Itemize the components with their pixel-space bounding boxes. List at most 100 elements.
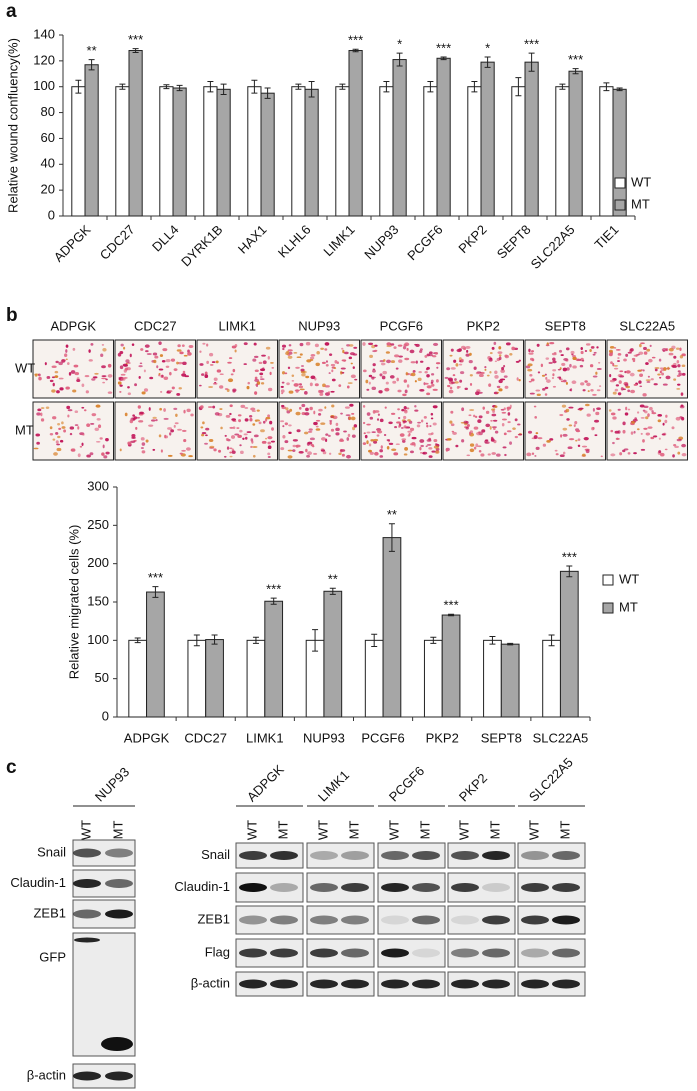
cell (575, 358, 581, 362)
x-tick-label: HAX1 (235, 222, 270, 257)
cell (680, 392, 684, 396)
bar (555, 86, 570, 217)
cell (630, 348, 634, 352)
cell (265, 346, 271, 350)
cell (464, 387, 468, 391)
blot-band (482, 915, 510, 925)
cell (120, 373, 126, 376)
blot-band (341, 948, 369, 958)
cell (349, 352, 355, 356)
cell (659, 367, 664, 370)
cell (102, 444, 105, 449)
cell (528, 380, 532, 383)
cell (552, 385, 557, 388)
cell (52, 438, 56, 441)
cell (485, 410, 490, 415)
cell (362, 405, 366, 408)
cell (372, 369, 376, 373)
cell (103, 455, 108, 459)
cell (401, 408, 405, 412)
cell (469, 352, 472, 356)
blot-band (105, 848, 133, 858)
cell (484, 366, 487, 369)
cell (372, 363, 376, 367)
cell (101, 375, 107, 377)
cell (573, 424, 576, 428)
cell (419, 446, 422, 451)
cell (639, 343, 642, 348)
cell (431, 432, 434, 435)
cell (54, 370, 59, 374)
cell (627, 452, 631, 455)
cell (285, 407, 289, 411)
cell (503, 432, 507, 436)
cell (181, 429, 187, 432)
cell (341, 453, 345, 457)
cell (330, 363, 336, 367)
cell (492, 410, 495, 413)
bar (146, 591, 165, 718)
cell (473, 414, 476, 418)
cell (299, 388, 305, 391)
cell (675, 416, 681, 421)
cell (321, 437, 326, 441)
cell (330, 415, 334, 418)
cell (280, 385, 284, 388)
x-tick-label: NUP93 (303, 730, 345, 745)
cell (304, 390, 308, 395)
cell (174, 422, 179, 425)
bar (599, 86, 614, 217)
cell (102, 348, 107, 352)
cell (473, 366, 477, 370)
image-column-label: PKP2 (467, 318, 500, 333)
cell (449, 354, 453, 357)
cell (624, 383, 629, 387)
blot-group-label: SLC22A5 (526, 755, 576, 805)
cell (402, 420, 407, 423)
cell (469, 443, 475, 447)
significance: *** (443, 598, 458, 613)
cell (371, 431, 376, 434)
cell (505, 342, 511, 346)
cell (460, 358, 464, 363)
cell (557, 368, 561, 371)
cell (287, 366, 291, 370)
cell (537, 371, 541, 374)
bar (246, 639, 266, 718)
blot-band (341, 979, 369, 989)
bar (559, 570, 579, 718)
cell (271, 427, 274, 431)
cell (56, 443, 60, 446)
cell (335, 427, 340, 432)
cell (527, 430, 533, 434)
cell (286, 410, 291, 414)
cell (298, 385, 304, 389)
panel-label: c (6, 757, 17, 778)
cell (49, 426, 53, 430)
blot-band (74, 937, 100, 943)
cell (389, 375, 395, 379)
cell (287, 455, 293, 459)
cell (304, 431, 309, 435)
error-bar (193, 634, 200, 647)
cell (305, 448, 308, 453)
cell (531, 452, 535, 455)
cell (260, 429, 265, 433)
error-bar (572, 68, 579, 75)
blot-band (482, 883, 510, 892)
cell (362, 369, 367, 373)
blot-band (341, 851, 369, 860)
cell (474, 415, 478, 419)
image-column-label: SEPT8 (545, 318, 586, 333)
cell (638, 351, 644, 355)
cell (37, 408, 42, 412)
blot-band (412, 851, 440, 860)
cell (428, 437, 432, 441)
cell (459, 371, 465, 375)
cell (397, 389, 402, 393)
cell (155, 419, 158, 422)
blot-band (451, 883, 479, 892)
significance: *** (128, 32, 143, 47)
x-tick-label: SLC22A5 (533, 730, 589, 745)
